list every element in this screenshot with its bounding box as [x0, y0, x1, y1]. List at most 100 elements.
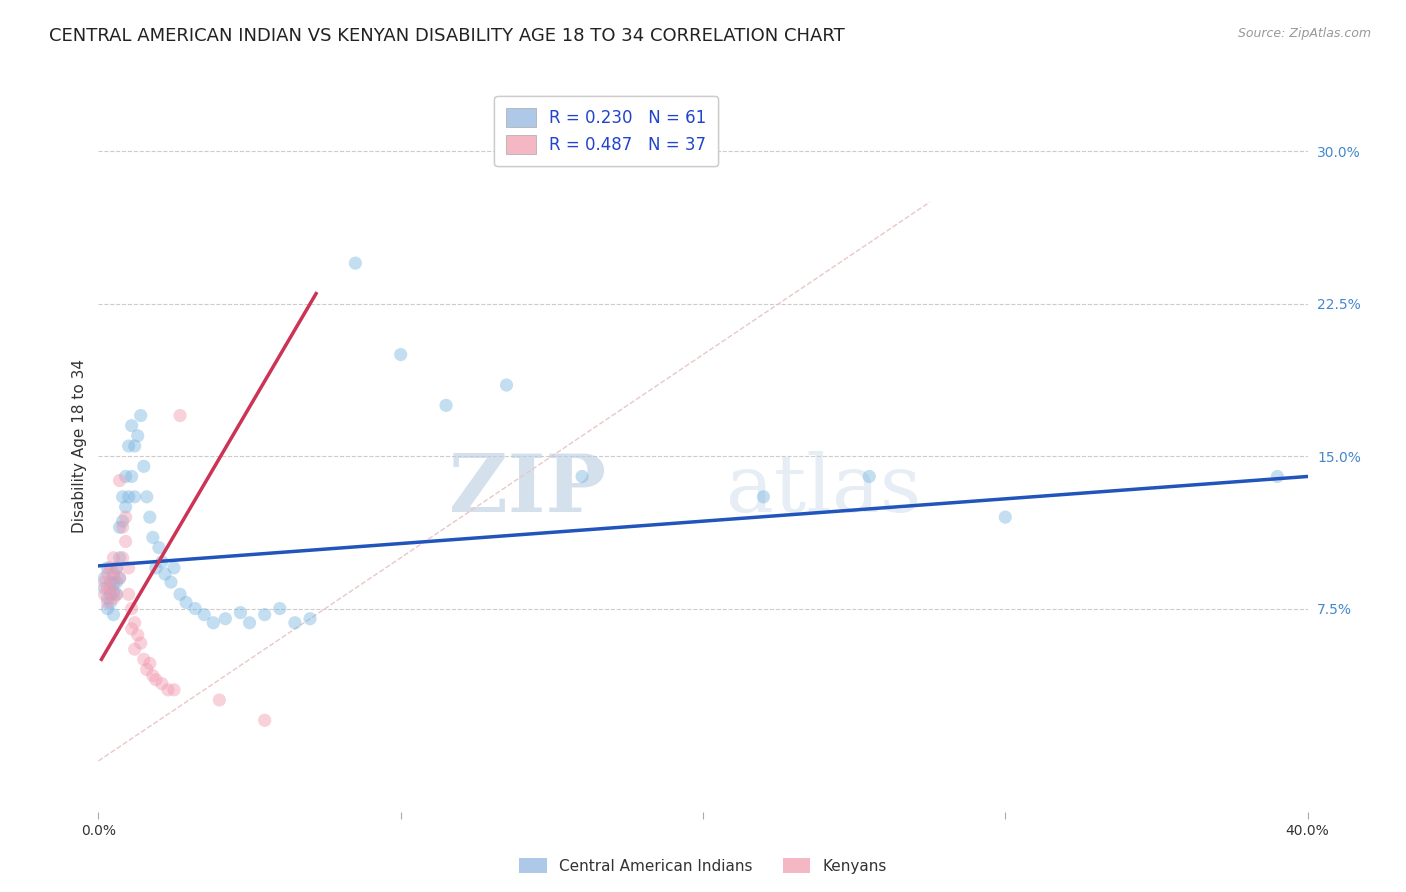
Point — [103, 607, 125, 622]
Text: CENTRAL AMERICAN INDIAN VS KENYAN DISABILITY AGE 18 TO 34 CORRELATION CHART: CENTRAL AMERICAN INDIAN VS KENYAN DISABI… — [49, 27, 845, 45]
Point — [153, 567, 176, 582]
Point — [103, 585, 125, 599]
Point — [202, 615, 225, 630]
Point — [495, 378, 517, 392]
Point — [127, 628, 149, 642]
Point — [389, 348, 412, 362]
Point — [214, 612, 236, 626]
Point — [132, 652, 155, 666]
Point — [1267, 469, 1289, 483]
Point — [96, 595, 118, 609]
Point — [111, 490, 134, 504]
Legend: R = 0.230   N = 61, R = 0.487   N = 37: R = 0.230 N = 61, R = 0.487 N = 37 — [495, 96, 718, 166]
Point — [163, 561, 186, 575]
Legend: Central American Indians, Kenyans: Central American Indians, Kenyans — [513, 852, 893, 880]
Point — [100, 561, 122, 575]
Point — [269, 601, 291, 615]
Point — [118, 587, 141, 601]
Point — [93, 581, 115, 595]
Point — [114, 534, 136, 549]
Point — [160, 575, 183, 590]
Point — [100, 595, 122, 609]
Point — [994, 510, 1017, 524]
Point — [111, 550, 134, 565]
Point — [103, 550, 125, 565]
Point — [124, 642, 146, 657]
Point — [105, 575, 128, 590]
Point — [127, 429, 149, 443]
Point — [121, 601, 143, 615]
Point — [111, 514, 134, 528]
Point — [184, 601, 207, 615]
Point — [145, 561, 167, 575]
Point — [858, 469, 880, 483]
Point — [752, 490, 775, 504]
Point — [148, 541, 170, 555]
Point — [142, 530, 165, 544]
Point — [135, 490, 157, 504]
Point — [114, 500, 136, 514]
Point — [100, 581, 122, 595]
Point — [229, 606, 252, 620]
Point — [284, 615, 307, 630]
Point — [103, 567, 125, 582]
Point — [163, 682, 186, 697]
Point — [100, 575, 122, 590]
Point — [108, 571, 131, 585]
Point — [103, 591, 125, 606]
Point — [142, 668, 165, 682]
Point — [132, 459, 155, 474]
Point — [114, 469, 136, 483]
Point — [150, 677, 173, 691]
Point — [93, 571, 115, 585]
Text: ZIP: ZIP — [450, 450, 606, 529]
Point — [145, 673, 167, 687]
Point — [103, 571, 125, 585]
Point — [114, 510, 136, 524]
Point — [156, 682, 179, 697]
Point — [96, 581, 118, 595]
Point — [124, 490, 146, 504]
Text: atlas: atlas — [727, 450, 921, 529]
Point — [96, 591, 118, 606]
Point — [174, 595, 197, 609]
Y-axis label: Disability Age 18 to 34: Disability Age 18 to 34 — [72, 359, 87, 533]
Point — [93, 587, 115, 601]
Point — [239, 615, 262, 630]
Point — [118, 490, 141, 504]
Point — [121, 469, 143, 483]
Point — [118, 439, 141, 453]
Point — [105, 587, 128, 601]
Point — [118, 561, 141, 575]
Point — [434, 398, 457, 412]
Point — [150, 555, 173, 569]
Point — [96, 561, 118, 575]
Point — [108, 571, 131, 585]
Point — [108, 520, 131, 534]
Point — [96, 601, 118, 615]
Point — [124, 615, 146, 630]
Point — [571, 469, 593, 483]
Point — [111, 520, 134, 534]
Point — [253, 714, 276, 728]
Point — [344, 256, 367, 270]
Point — [135, 663, 157, 677]
Point — [96, 567, 118, 582]
Point — [93, 575, 115, 590]
Point — [108, 474, 131, 488]
Point — [253, 607, 276, 622]
Point — [208, 693, 231, 707]
Point — [105, 561, 128, 575]
Point — [139, 510, 162, 524]
Point — [100, 587, 122, 601]
Point — [108, 550, 131, 565]
Point — [129, 409, 152, 423]
Point — [103, 577, 125, 591]
Point — [121, 622, 143, 636]
Point — [169, 409, 191, 423]
Point — [105, 561, 128, 575]
Point — [169, 587, 191, 601]
Text: Source: ZipAtlas.com: Source: ZipAtlas.com — [1237, 27, 1371, 40]
Point — [193, 607, 215, 622]
Point — [121, 418, 143, 433]
